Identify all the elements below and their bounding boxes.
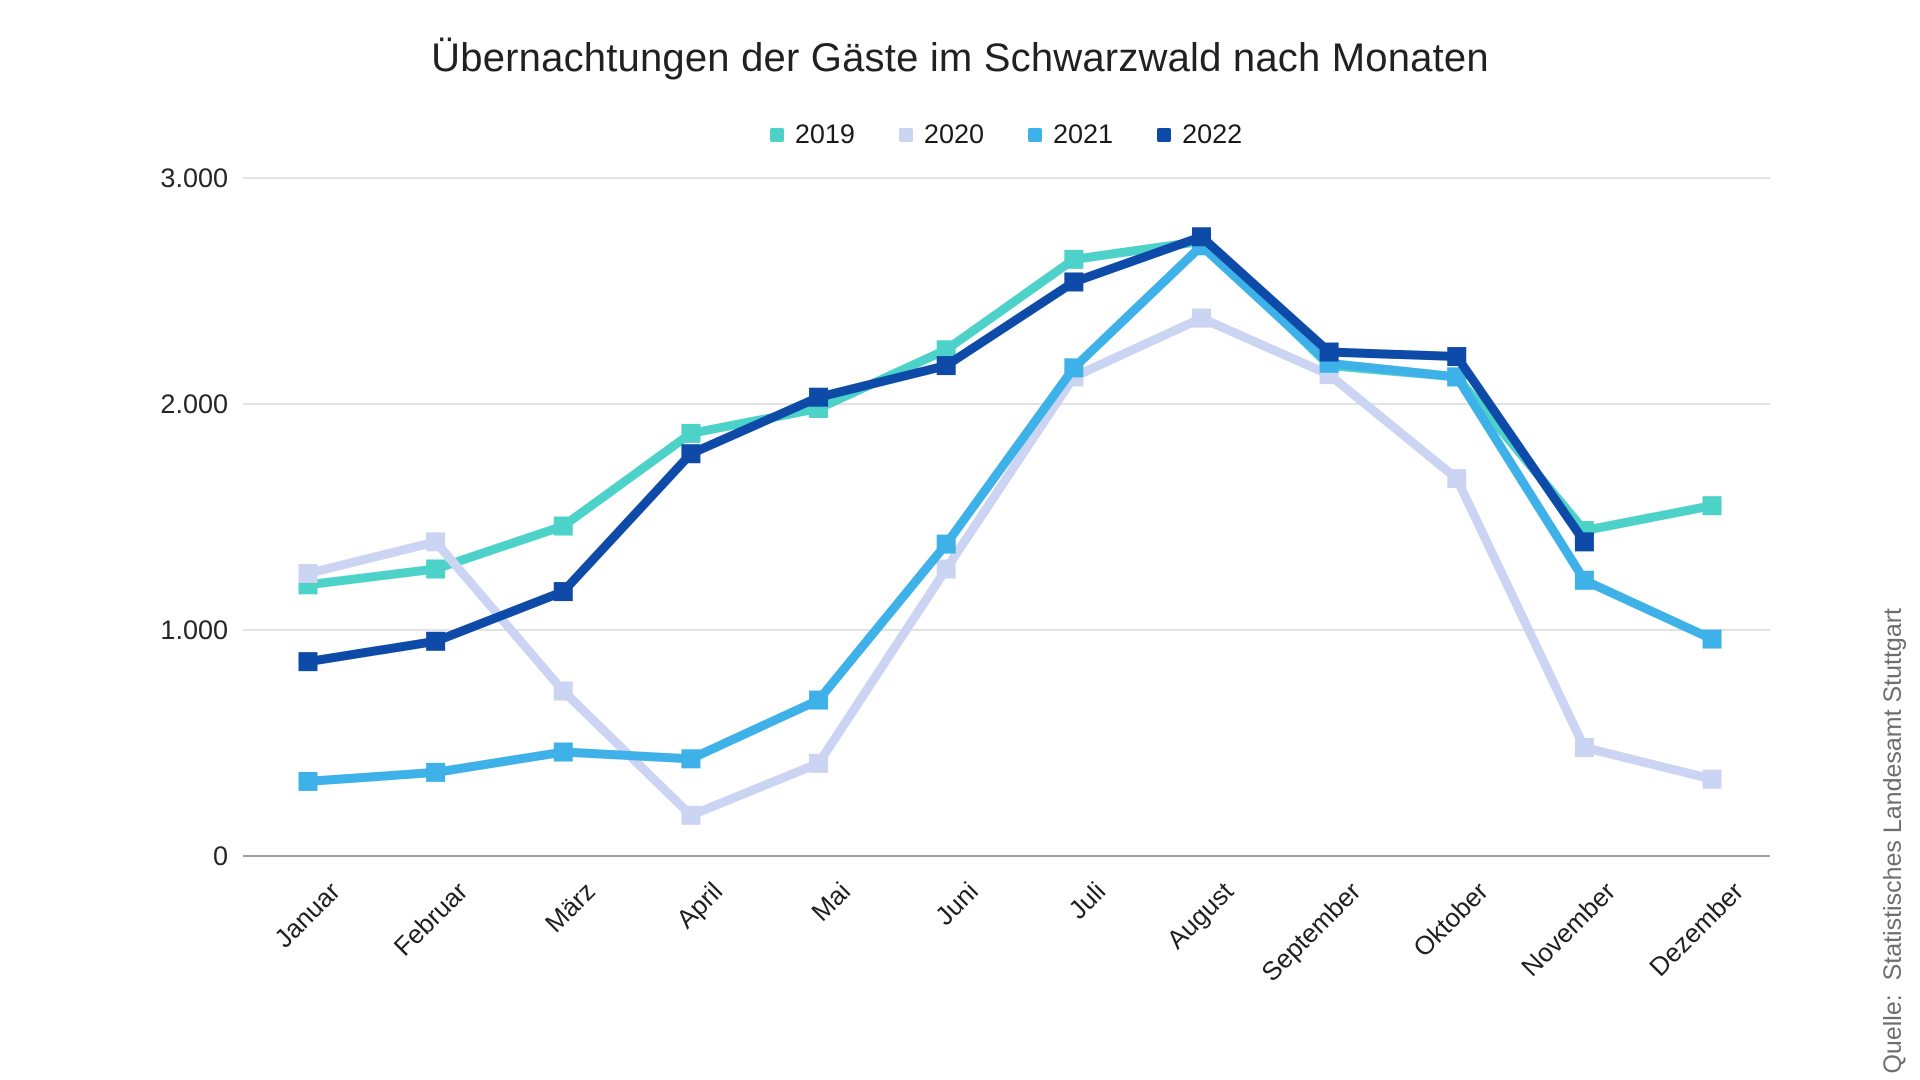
series-marker-2022 [1574,532,1594,552]
legend-label: 2021 [1053,119,1114,149]
legend-label: 2020 [923,119,984,149]
y-axis-label: 3.000 [160,163,228,193]
series-marker-2019 [1702,496,1722,516]
series-marker-2019 [681,423,701,443]
legend-label: 2022 [1182,119,1243,149]
legend-item-2020: 2020 [898,119,984,150]
legend-item-2022: 2022 [1157,119,1242,150]
legend-swatch-2019 [769,127,784,142]
series-marker-2021 [681,749,701,769]
series-line-2021 [307,241,1714,786]
series-marker-2021 [1064,358,1084,378]
series-marker-2022 [426,631,446,651]
series-marker-2021 [426,762,446,782]
series-marker-2019 [1064,249,1084,269]
series-marker-2022 [1064,272,1084,292]
legend-item-2021: 2021 [1028,119,1113,150]
series-marker-2021 [1447,367,1467,387]
y-axis-label: 1.000 [160,615,228,645]
series-marker-2022 [936,356,956,376]
series-marker-2021 [809,690,829,710]
y-axis-label: 0 [212,841,228,871]
series-marker-2022 [1447,347,1467,367]
legend: 2019 2020 2021 2022 [0,119,1920,150]
legend-swatch-2020 [898,127,913,142]
series-marker-2022 [1319,342,1339,362]
series-marker-2020 [1191,308,1211,328]
series-marker-2020 [426,532,446,552]
series-marker-2019 [426,559,446,579]
series-marker-2022 [1191,227,1211,247]
series-marker-2021 [1702,629,1722,649]
series-marker-2020 [1702,769,1722,789]
series-marker-2022 [681,444,701,464]
series-line-2022 [307,232,1589,667]
series-marker-2020 [1574,738,1594,758]
legend-item-2019: 2019 [769,119,855,150]
y-axis-label: 2.000 [160,389,228,419]
legend-swatch-2021 [1028,127,1042,142]
series-marker-2020 [553,681,573,701]
series-marker-2021 [298,771,318,791]
series-marker-2019 [553,516,573,536]
series-marker-2019 [936,340,956,360]
series-line-2020 [306,313,1714,820]
series-marker-2021 [553,742,573,762]
series-marker-2022 [298,652,318,672]
series-marker-2020 [936,559,956,579]
series-marker-2020 [1447,469,1467,489]
series-marker-2021 [1574,570,1594,590]
legend-swatch-2022 [1157,127,1172,142]
series-marker-2022 [553,582,573,602]
series-marker-2020 [298,564,318,583]
series-marker-2021 [936,534,956,554]
legend-label: 2019 [794,119,855,149]
series-marker-2020 [809,753,829,773]
series-line-2019 [307,236,1713,590]
source-note: Quelle: Statistisches Landesamt Stuttgar… [1879,608,1907,1074]
chart-title: Übernachtungen der Gäste im Schwarzwald … [431,36,1489,80]
series-marker-2022 [809,387,829,407]
series-marker-2020 [681,805,701,825]
